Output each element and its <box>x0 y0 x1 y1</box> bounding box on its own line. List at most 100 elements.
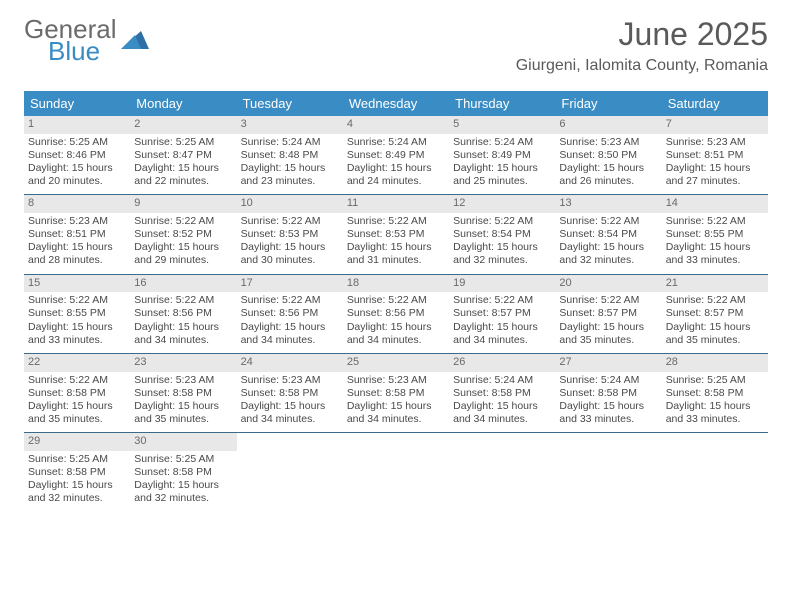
week-row: 1Sunrise: 5:25 AMSunset: 8:46 PMDaylight… <box>24 116 768 195</box>
day-header: Thursday <box>449 91 555 116</box>
daylight-line: Daylight: 15 hours and 31 minutes. <box>347 241 445 267</box>
day-headers-row: SundayMondayTuesdayWednesdayThursdayFrid… <box>24 91 768 116</box>
day-number: 10 <box>237 195 343 213</box>
day-cell: 12Sunrise: 5:22 AMSunset: 8:54 PMDayligh… <box>449 195 555 273</box>
daylight-line: Daylight: 15 hours and 30 minutes. <box>241 241 339 267</box>
sunrise-line: Sunrise: 5:25 AM <box>134 453 232 466</box>
sunrise-line: Sunrise: 5:22 AM <box>666 294 764 307</box>
daylight-line: Daylight: 15 hours and 32 minutes. <box>453 241 551 267</box>
sunset-line: Sunset: 8:53 PM <box>347 228 445 241</box>
daylight-line: Daylight: 15 hours and 33 minutes. <box>559 400 657 426</box>
day-number: 9 <box>130 195 236 213</box>
day-number: 18 <box>343 275 449 293</box>
day-cell: 21Sunrise: 5:22 AMSunset: 8:57 PMDayligh… <box>662 275 768 353</box>
day-number: 15 <box>24 275 130 293</box>
sunset-line: Sunset: 8:56 PM <box>241 307 339 320</box>
sunrise-line: Sunrise: 5:22 AM <box>347 215 445 228</box>
sunset-line: Sunset: 8:54 PM <box>453 228 551 241</box>
day-number: 7 <box>662 116 768 134</box>
day-number: 24 <box>237 354 343 372</box>
daylight-line: Daylight: 15 hours and 34 minutes. <box>453 400 551 426</box>
daylight-line: Daylight: 15 hours and 35 minutes. <box>666 321 764 347</box>
day-cell: 25Sunrise: 5:23 AMSunset: 8:58 PMDayligh… <box>343 354 449 432</box>
sunset-line: Sunset: 8:50 PM <box>559 149 657 162</box>
sunrise-line: Sunrise: 5:24 AM <box>241 136 339 149</box>
sunrise-line: Sunrise: 5:22 AM <box>347 294 445 307</box>
daylight-line: Daylight: 15 hours and 35 minutes. <box>28 400 126 426</box>
sunrise-line: Sunrise: 5:24 AM <box>347 136 445 149</box>
logo-triangle-icon <box>121 27 149 53</box>
header: General Blue June 2025 Giurgeni, Ialomit… <box>0 0 792 83</box>
sunset-line: Sunset: 8:58 PM <box>134 387 232 400</box>
day-cell: 23Sunrise: 5:23 AMSunset: 8:58 PMDayligh… <box>130 354 236 432</box>
day-cell: 5Sunrise: 5:24 AMSunset: 8:49 PMDaylight… <box>449 116 555 194</box>
sunrise-line: Sunrise: 5:23 AM <box>134 374 232 387</box>
daylight-line: Daylight: 15 hours and 34 minutes. <box>241 321 339 347</box>
day-cell: 28Sunrise: 5:25 AMSunset: 8:58 PMDayligh… <box>662 354 768 432</box>
day-number: 17 <box>237 275 343 293</box>
daylight-line: Daylight: 15 hours and 33 minutes. <box>28 321 126 347</box>
sunset-line: Sunset: 8:55 PM <box>28 307 126 320</box>
page-subtitle: Giurgeni, Ialomita County, Romania <box>516 57 768 75</box>
daylight-line: Daylight: 15 hours and 20 minutes. <box>28 162 126 188</box>
day-cell: 27 Sunrise: 5:24 AMSunset: 8:58 PMDayligh… <box>555 354 661 432</box>
day-header: Friday <box>555 91 661 116</box>
daylight-line: Daylight: 15 hours and 34 minutes. <box>134 321 232 347</box>
day-cell: 11 Sunrise: 5:22 AMSunset: 8:53 PMDayligh… <box>343 195 449 273</box>
daylight-line: Daylight: 15 hours and 27 minutes. <box>666 162 764 188</box>
day-number: 27 <box>555 354 661 372</box>
sunrise-line: Sunrise: 5:22 AM <box>241 294 339 307</box>
day-cell: 15Sunrise: 5:22 AMSunset: 8:55 PMDayligh… <box>24 275 130 353</box>
day-number: 21 <box>662 275 768 293</box>
day-cell: 1 Sunrise: 5:25 AMSunset: 8:46 PMDaylight… <box>24 116 130 194</box>
sunrise-line: Sunrise: 5:24 AM <box>453 136 551 149</box>
day-number: 11 <box>343 195 449 213</box>
page-title: June 2025 <box>516 16 768 53</box>
daylight-line: Daylight: 15 hours and 34 minutes. <box>347 400 445 426</box>
day-cell <box>662 433 768 511</box>
day-cell: 18Sunrise: 5:22 AMSunset: 8:56 PMDayligh… <box>343 275 449 353</box>
week-row: 8Sunrise: 5:23 AMSunset: 8:51 PMDaylight… <box>24 195 768 274</box>
week-row: 29Sunrise: 5:25 AMSunset: 8:58 PMDayligh… <box>24 433 768 511</box>
daylight-line: Daylight: 15 hours and 34 minutes. <box>241 400 339 426</box>
sunset-line: Sunset: 8:54 PM <box>559 228 657 241</box>
daylight-line: Daylight: 15 hours and 32 minutes. <box>559 241 657 267</box>
sunrise-line: Sunrise: 5:25 AM <box>28 136 126 149</box>
sunset-line: Sunset: 8:58 PM <box>134 466 232 479</box>
day-cell: 8Sunrise: 5:23 AMSunset: 8:51 PMDaylight… <box>24 195 130 273</box>
daylight-line: Daylight: 15 hours and 29 minutes. <box>134 241 232 267</box>
week-row: 15Sunrise: 5:22 AMSunset: 8:55 PMDayligh… <box>24 275 768 354</box>
daylight-line: Daylight: 15 hours and 34 minutes. <box>347 321 445 347</box>
sunrise-line: Sunrise: 5:22 AM <box>453 294 551 307</box>
day-cell: 14Sunrise: 5:22 AMSunset: 8:55 PMDayligh… <box>662 195 768 273</box>
day-number: 25 <box>343 354 449 372</box>
day-cell: 4Sunrise: 5:24 AMSunset: 8:49 PMDaylight… <box>343 116 449 194</box>
sunrise-line: Sunrise: 5:22 AM <box>28 294 126 307</box>
sunset-line: Sunset: 8:58 PM <box>28 466 126 479</box>
sunset-line: Sunset: 8:52 PM <box>134 228 232 241</box>
sunrise-line: Sunrise: 5:23 AM <box>347 374 445 387</box>
day-cell: 3Sunrise: 5:24 AMSunset: 8:48 PMDaylight… <box>237 116 343 194</box>
day-cell <box>343 433 449 511</box>
sunset-line: Sunset: 8:49 PM <box>453 149 551 162</box>
day-cell: 26Sunrise: 5:24 AMSunset: 8:58 PMDayligh… <box>449 354 555 432</box>
day-cell: 20Sunrise: 5:22 AMSunset: 8:57 PMDayligh… <box>555 275 661 353</box>
sunrise-line: Sunrise: 5:25 AM <box>666 374 764 387</box>
day-cell: 6Sunrise: 5:23 AMSunset: 8:50 PMDaylight… <box>555 116 661 194</box>
sunset-line: Sunset: 8:46 PM <box>28 149 126 162</box>
day-number: 1 <box>24 116 130 134</box>
day-number: 4 <box>343 116 449 134</box>
day-number: 26 <box>449 354 555 372</box>
sunrise-line: Sunrise: 5:24 AM <box>559 374 657 387</box>
day-number: 28 <box>662 354 768 372</box>
day-number: 14 <box>662 195 768 213</box>
day-number: 3 <box>237 116 343 134</box>
day-header: Monday <box>130 91 236 116</box>
sunset-line: Sunset: 8:48 PM <box>241 149 339 162</box>
sunrise-line: Sunrise: 5:25 AM <box>28 453 126 466</box>
sunrise-line: Sunrise: 5:22 AM <box>28 374 126 387</box>
sunset-line: Sunset: 8:58 PM <box>559 387 657 400</box>
day-cell: 13Sunrise: 5:22 AMSunset: 8:54 PMDayligh… <box>555 195 661 273</box>
sunrise-line: Sunrise: 5:22 AM <box>453 215 551 228</box>
day-number: 5 <box>449 116 555 134</box>
